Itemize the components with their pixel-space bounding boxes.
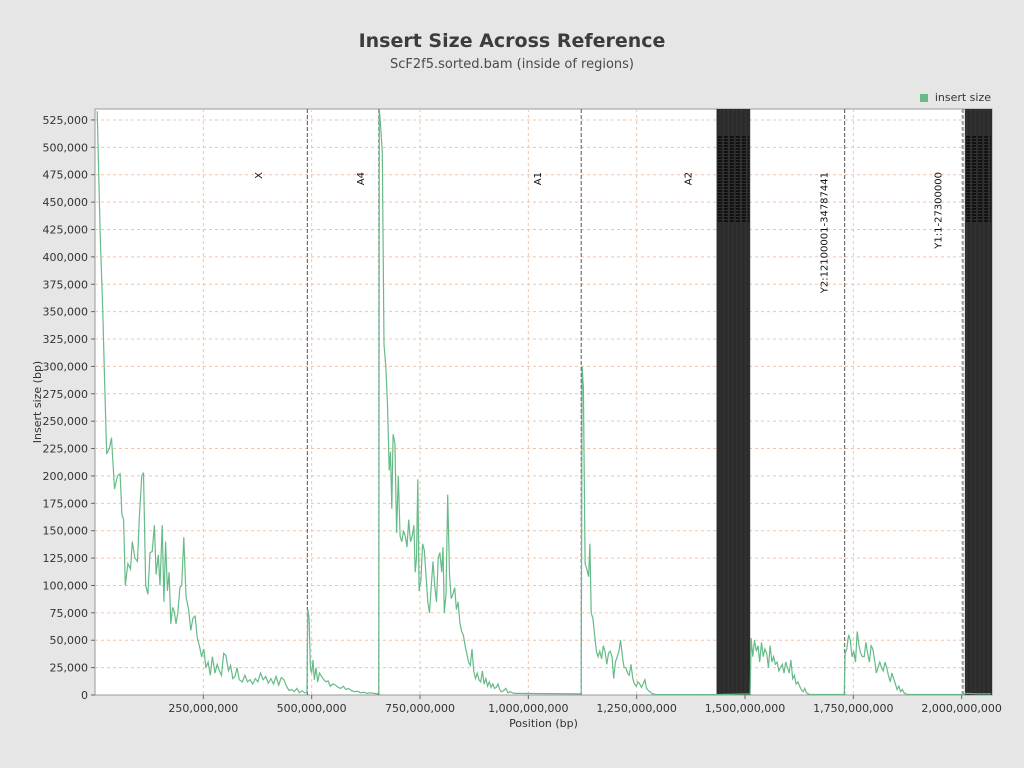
y-tick-label: 125,000 bbox=[43, 552, 89, 565]
x-tick-label: 500,000,000 bbox=[277, 702, 347, 715]
y-tick-label: 100,000 bbox=[43, 579, 89, 592]
y-tick-label: 450,000 bbox=[43, 196, 89, 209]
region-label: X bbox=[254, 172, 265, 179]
chart-title: Insert Size Across Reference bbox=[358, 30, 666, 52]
legend-swatch bbox=[919, 93, 928, 102]
x-tick-label: 1,000,000,000 bbox=[488, 702, 568, 715]
x-tick-label: 2,000,000,000 bbox=[921, 702, 1001, 715]
y-tick-label: 225,000 bbox=[43, 443, 89, 456]
y-axis-label: Insert size (bp) bbox=[31, 361, 44, 443]
region-label: Y1:1-27300000 bbox=[933, 172, 944, 250]
insert-size-line bbox=[96, 108, 992, 696]
x-tick-label: 750,000,000 bbox=[385, 702, 455, 715]
y-tick-label: 400,000 bbox=[43, 251, 89, 264]
x-tick-label: 1,250,000,000 bbox=[596, 702, 676, 715]
y-tick-label: 350,000 bbox=[43, 306, 89, 319]
legend-label: insert size bbox=[934, 91, 991, 104]
y-tick-label: 300,000 bbox=[43, 360, 89, 373]
y-tick-label: 325,000 bbox=[43, 333, 89, 346]
y-tick-label: 250,000 bbox=[43, 415, 89, 428]
y-tick-label: 150,000 bbox=[43, 525, 89, 538]
y-tick-label: 475,000 bbox=[43, 169, 89, 182]
y-tick-label: 500,000 bbox=[43, 141, 89, 154]
y-tick-label: 375,000 bbox=[43, 278, 89, 291]
y-tick-label: 175,000 bbox=[43, 497, 89, 510]
y-tick-label: 0 bbox=[81, 689, 88, 702]
legend: insert size bbox=[919, 91, 991, 104]
y-tick-label: 25,000 bbox=[50, 662, 89, 675]
region-label: A1 bbox=[533, 172, 544, 185]
y-tick-label: 425,000 bbox=[43, 223, 89, 236]
x-tick-label: 250,000,000 bbox=[168, 702, 238, 715]
x-axis-label: Position (bp) bbox=[509, 717, 578, 730]
y-tick-label: 75,000 bbox=[50, 607, 89, 620]
y-tick-label: 525,000 bbox=[43, 114, 89, 127]
chart-subtitle: ScF2f5.sorted.bam (inside of regions) bbox=[389, 57, 634, 72]
region-label: Y2:12100001-34787441 bbox=[819, 172, 830, 294]
x-tick-label: 1,750,000,000 bbox=[813, 702, 893, 715]
plot-area bbox=[94, 108, 993, 696]
region-label: A2 bbox=[684, 172, 695, 185]
y-tick-label: 200,000 bbox=[43, 470, 89, 483]
region-label: A4 bbox=[356, 172, 367, 185]
x-tick-label: 1,500,000,000 bbox=[705, 702, 785, 715]
y-tick-label: 275,000 bbox=[43, 388, 89, 401]
y-tick-label: 50,000 bbox=[50, 634, 89, 647]
